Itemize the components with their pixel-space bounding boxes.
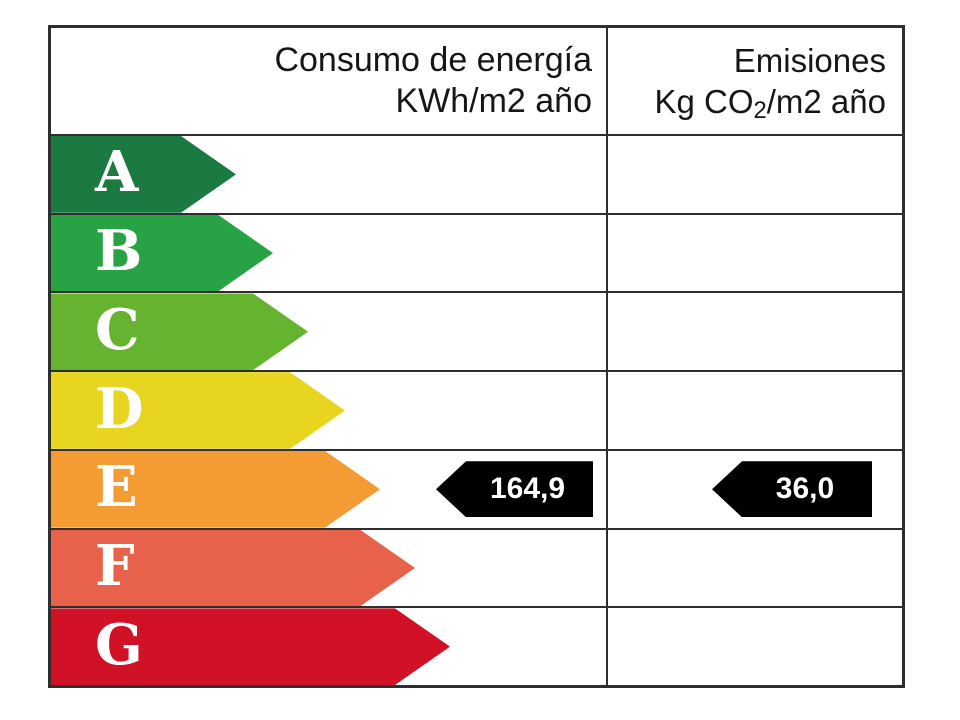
rating-letter-e: E — [95, 454, 138, 521]
consumption-cell-b: B — [51, 214, 608, 292]
table-header: Consumo de energía KWh/m2 año Emisiones … — [51, 28, 902, 136]
emissions-cell-d — [608, 372, 902, 449]
consumption-cell-a: A — [51, 136, 608, 213]
emissions-unit-suffix: /m2 año — [766, 83, 886, 120]
consumption-value: 164,9 — [489, 472, 566, 506]
emissions-unit-prefix: Kg CO — [654, 83, 754, 120]
rating-row-b: B — [51, 214, 902, 294]
emissions-cell-g — [608, 608, 902, 685]
rating-row-e: E 164,9 36,0 — [51, 450, 902, 530]
energy-rating-table: Consumo de energía KWh/m2 año Emisiones … — [48, 25, 905, 688]
scale-arrow-c: C — [51, 293, 308, 370]
consumption-cell-e: E 164,9 — [51, 450, 608, 528]
header-consumption-line1: Consumo de energía — [274, 40, 592, 79]
rating-row-g: G — [51, 608, 902, 686]
scale-arrow-d: D — [51, 372, 345, 449]
rating-letter-g: G — [95, 611, 143, 678]
emissions-value: 36,0 — [775, 472, 835, 506]
rating-letter-c: C — [95, 296, 140, 363]
rating-letter-b: B — [95, 218, 143, 285]
scale-arrow-b: B — [51, 215, 273, 292]
scale-arrow-a: A — [51, 136, 236, 213]
rating-letter-f: F — [95, 532, 135, 599]
consumption-cell-d: D — [51, 372, 608, 449]
rating-row-f: F — [51, 529, 902, 609]
rating-letter-d: D — [95, 375, 144, 442]
emissions-cell-e: 36,0 — [608, 451, 902, 528]
consumption-cell-c: C — [51, 293, 608, 371]
emissions-cell-f — [608, 530, 902, 607]
header-emissions-line1: Emisiones — [733, 41, 886, 79]
rating-row-d: D — [51, 372, 902, 451]
scale-arrow-g: G — [51, 608, 450, 685]
co2-subscript: 2 — [753, 97, 767, 125]
rating-row-c: C — [51, 293, 902, 373]
emissions-cell-a — [608, 136, 902, 213]
rating-rows: A B C D E 164,9 36,0 F G — [51, 136, 902, 686]
header-emissions-line2: Kg CO2/m2 año — [654, 81, 886, 125]
rating-row-a: A — [51, 136, 902, 215]
emissions-cell-b — [608, 215, 902, 292]
scale-arrow-e: E — [51, 451, 380, 528]
consumption-value-arrow: 164,9 — [436, 461, 593, 518]
rating-letter-a: A — [95, 139, 139, 206]
header-emissions: Emisiones Kg CO2/m2 año — [608, 28, 902, 134]
emissions-value-arrow: 36,0 — [712, 461, 872, 518]
scale-arrow-f: F — [51, 530, 415, 607]
consumption-cell-g: G — [51, 608, 608, 686]
header-consumption: Consumo de energía KWh/m2 año — [51, 28, 608, 134]
header-consumption-line2: KWh/m2 año — [395, 82, 592, 120]
emissions-cell-c — [608, 293, 902, 370]
consumption-cell-f: F — [51, 529, 608, 607]
